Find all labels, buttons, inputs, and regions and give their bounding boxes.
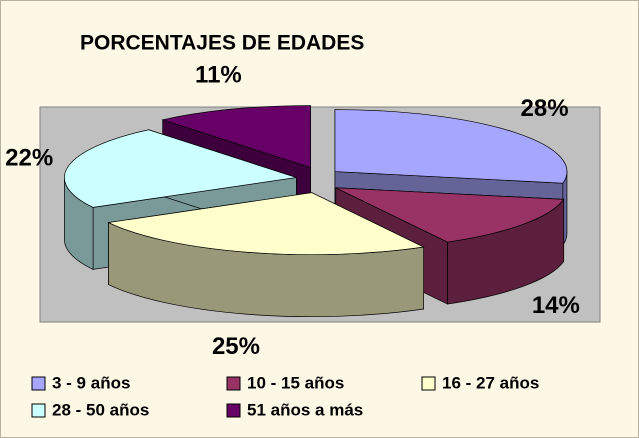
slice [334,109,568,184]
legend-swatch [226,403,241,418]
data-label: 25% [212,333,260,360]
data-label: 11% [195,62,242,89]
slice [107,192,425,256]
slice [161,105,311,169]
legend-swatch [226,376,241,391]
legend-swatch [31,376,46,391]
legend-swatch [31,403,46,418]
legend-label: 16 - 27 años [442,373,539,392]
legend-label: 3 - 9 años [52,373,130,392]
slice [335,187,565,243]
slice [64,129,297,208]
data-label: 22% [5,145,53,172]
legend-label: 51 años a más [247,400,363,419]
legend-label: 28 - 50 años [52,400,149,419]
chart-title: PORCENTAJES DE EDADES [80,32,364,55]
data-label: 14% [532,292,580,319]
legend-swatch [421,376,436,391]
legend-label: 10 - 15 años [247,373,344,392]
data-label: 28% [521,95,569,122]
